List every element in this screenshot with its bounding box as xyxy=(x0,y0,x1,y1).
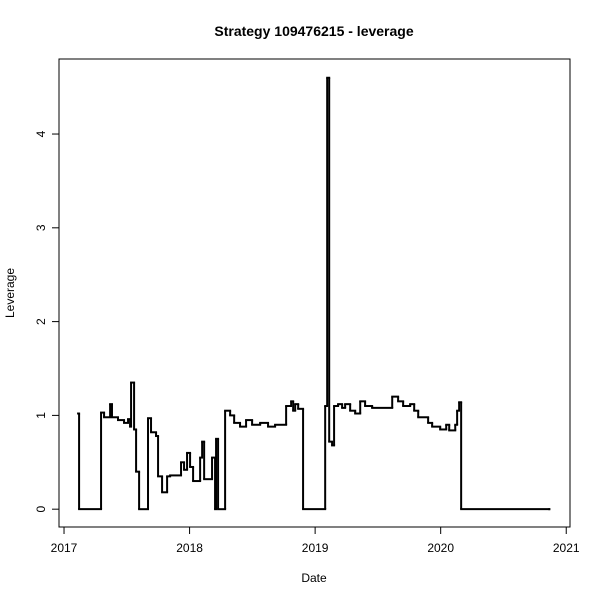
x-tick-label: 2019 xyxy=(302,541,329,555)
x-tick-label: 2017 xyxy=(51,541,78,555)
y-tick-label: 2 xyxy=(34,318,48,325)
chart-title: Strategy 109476215 - leverage xyxy=(214,23,413,39)
x-tick-label: 2018 xyxy=(176,541,203,555)
y-tick-label: 1 xyxy=(34,412,48,419)
y-tick-label: 4 xyxy=(34,130,48,137)
x-tick-label: 2021 xyxy=(553,541,580,555)
y-tick-label: 3 xyxy=(34,224,48,231)
y-axis-label: Leverage xyxy=(3,268,17,318)
x-axis-label: Date xyxy=(301,571,327,585)
x-tick-label: 2020 xyxy=(427,541,454,555)
y-tick-label: 0 xyxy=(34,506,48,513)
